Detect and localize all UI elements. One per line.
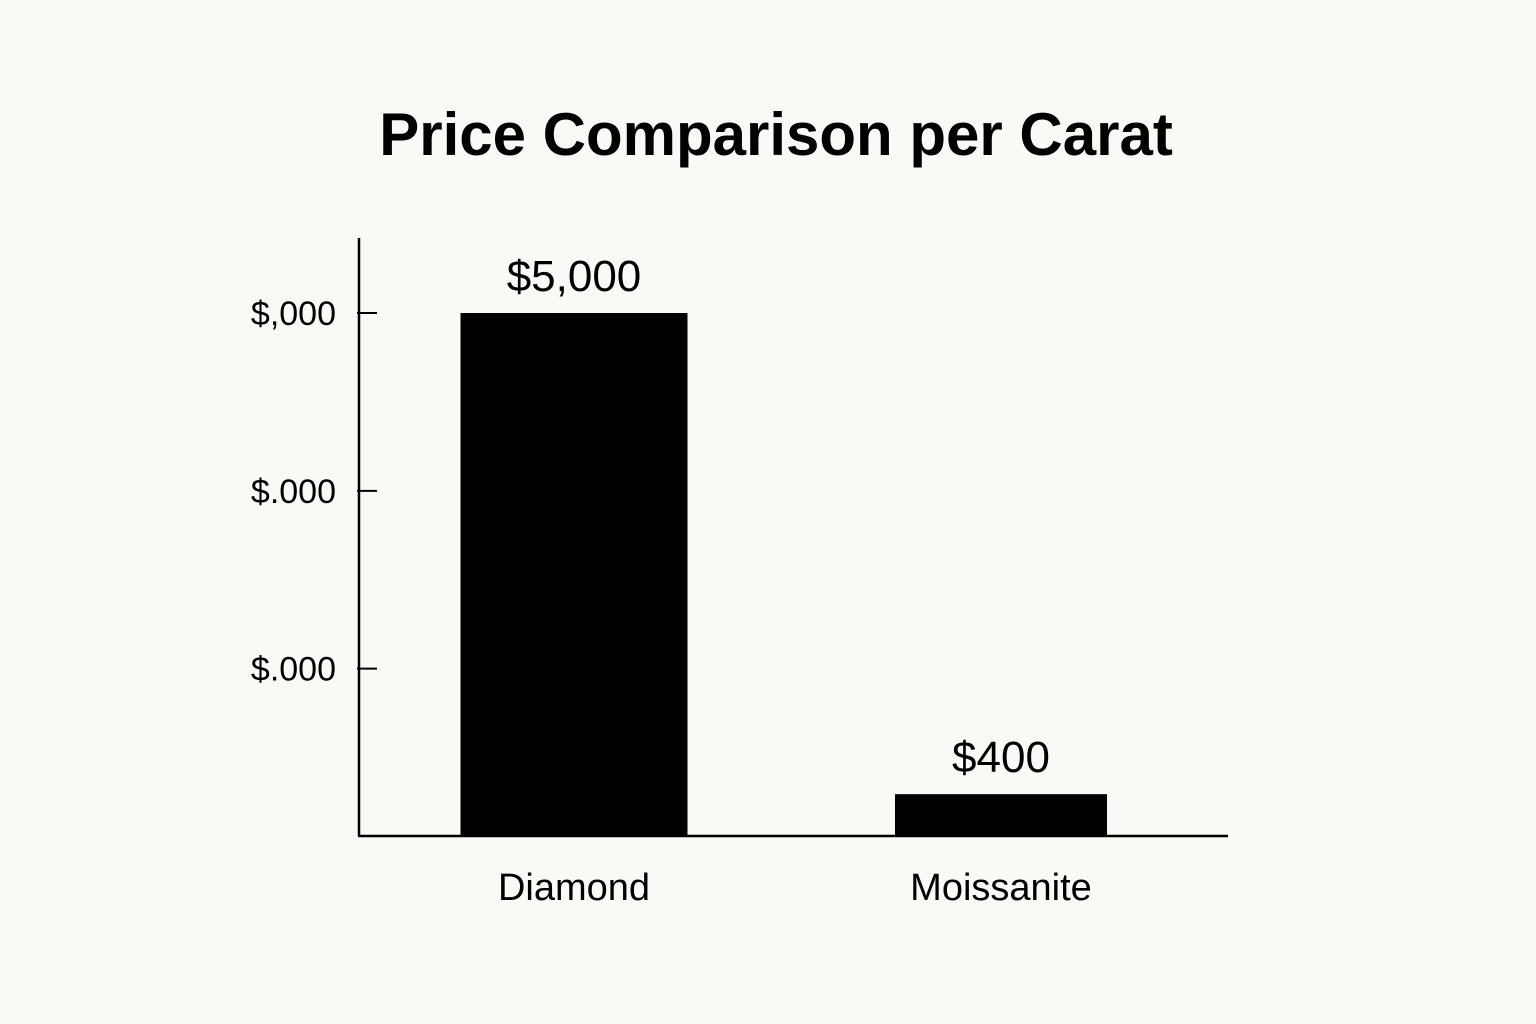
y-tick-label-1: $.000 (251, 473, 336, 511)
bars (460, 313, 1107, 836)
category-label-moissanite: Moissanite (910, 867, 1092, 909)
y-tick-label-0: $,000 (251, 295, 336, 333)
bar-moissanite (895, 794, 1107, 836)
data-label-diamond: $5,000 (507, 252, 642, 301)
bar-diamond (460, 313, 688, 836)
category-labels: Diamond Moissanite (498, 867, 1092, 909)
data-labels: $5,000 $400 (507, 252, 1050, 782)
y-axis-ticks: $,000 $.000 $.000 (251, 295, 377, 689)
data-label-moissanite: $400 (952, 733, 1050, 782)
category-label-diamond: Diamond (498, 867, 650, 909)
y-tick-label-2: $.000 (251, 651, 336, 689)
chart-title: Price Comparison per Carat (379, 101, 1173, 168)
